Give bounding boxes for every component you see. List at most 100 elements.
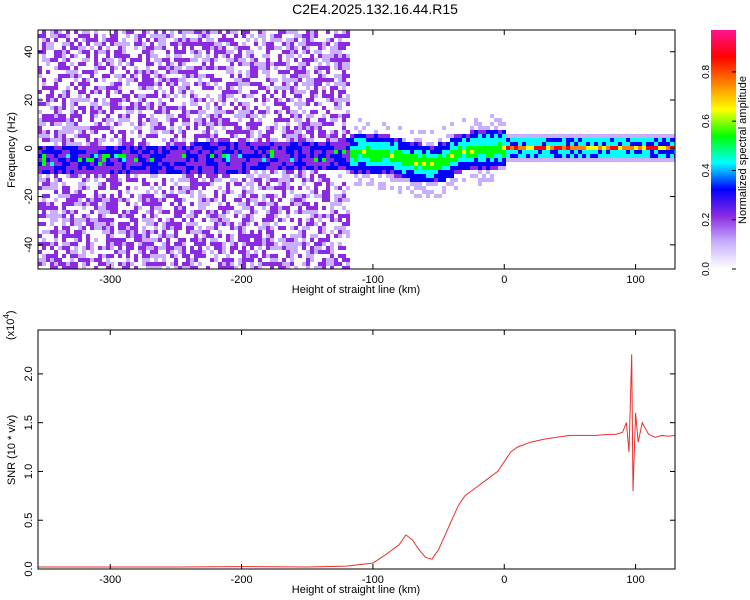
heatmap-cell bbox=[74, 202, 78, 206]
heatmap-cell bbox=[250, 210, 254, 214]
heatmap-cell bbox=[262, 42, 266, 46]
heatmap-cell bbox=[466, 150, 470, 154]
heatmap-cell bbox=[86, 30, 90, 34]
heatmap-cell bbox=[238, 126, 242, 130]
heatmap-cell bbox=[274, 90, 278, 94]
heatmap-cell bbox=[230, 170, 234, 174]
heatmap-cell bbox=[266, 246, 270, 250]
heatmap-cell bbox=[474, 142, 478, 146]
heatmap-cell bbox=[190, 202, 194, 206]
heatmap-cell bbox=[54, 254, 58, 258]
heatmap-cell bbox=[218, 110, 222, 114]
heatmap-cell bbox=[598, 158, 602, 162]
heatmap-cell bbox=[406, 146, 410, 150]
heatmap-cell bbox=[182, 118, 186, 122]
heatmap-cell bbox=[238, 258, 242, 262]
heatmap-cell bbox=[378, 158, 382, 162]
heatmap-cell bbox=[162, 262, 166, 266]
heatmap-cell bbox=[222, 166, 226, 170]
heatmap-cell bbox=[202, 82, 206, 86]
heatmap-cell bbox=[610, 158, 614, 162]
heatmap-cell bbox=[286, 78, 290, 82]
heatmap-cell bbox=[278, 86, 282, 90]
heatmap-cell bbox=[234, 90, 238, 94]
heatmap-cell bbox=[322, 262, 326, 266]
heatmap-cell bbox=[78, 186, 82, 190]
heatmap-cell bbox=[314, 102, 318, 106]
heatmap-cell bbox=[150, 86, 154, 90]
heatmap-cell bbox=[642, 150, 646, 154]
heatmap-cell bbox=[514, 134, 518, 138]
heatmap-cell bbox=[138, 42, 142, 46]
heatmap-cell bbox=[438, 146, 442, 150]
heatmap-cell bbox=[74, 266, 78, 269]
heatmap-cell bbox=[142, 202, 146, 206]
heatmap-cell bbox=[294, 74, 298, 78]
heatmap-cell bbox=[326, 150, 330, 154]
heatmap-cell bbox=[382, 154, 386, 158]
heatmap-cell bbox=[574, 150, 578, 154]
heatmap-cell bbox=[98, 210, 102, 214]
heatmap-cell bbox=[554, 158, 558, 162]
heatmap-cell bbox=[82, 166, 86, 170]
heatmap-cell bbox=[386, 154, 390, 158]
heatmap-cell bbox=[618, 150, 622, 154]
heatmap-cell bbox=[170, 98, 174, 102]
heatmap-cell bbox=[302, 162, 306, 166]
heatmap-cell bbox=[294, 30, 298, 34]
heatmap-cell bbox=[438, 158, 442, 162]
heatmap-cell bbox=[338, 98, 342, 102]
heatmap-cell bbox=[242, 166, 246, 170]
heatmap-cell bbox=[110, 234, 114, 238]
heatmap-cell bbox=[138, 130, 142, 134]
heatmap-cell bbox=[434, 158, 438, 162]
heatmap-cell bbox=[398, 142, 402, 146]
heatmap-cell bbox=[142, 162, 146, 166]
heatmap-cell bbox=[306, 138, 310, 142]
heatmap-cell bbox=[322, 74, 326, 78]
heatmap-cell bbox=[390, 158, 394, 162]
heatmap-cell bbox=[250, 190, 254, 194]
heatmap-cell bbox=[178, 214, 182, 218]
heatmap-cell bbox=[170, 170, 174, 174]
heatmap-cell bbox=[138, 162, 142, 166]
heatmap-cell bbox=[42, 162, 46, 166]
heatmap-cell bbox=[614, 138, 618, 142]
heatmap-cell bbox=[126, 258, 130, 262]
heatmap-cell bbox=[182, 198, 186, 202]
heatmap-cell bbox=[66, 58, 70, 62]
heatmap-cell bbox=[394, 146, 398, 150]
heatmap-cell bbox=[194, 74, 198, 78]
heatmap-cell bbox=[514, 138, 518, 142]
heatmap-cell bbox=[50, 98, 54, 102]
heatmap-cell bbox=[290, 134, 294, 138]
heatmap-cell bbox=[366, 170, 370, 174]
heatmap-cell bbox=[130, 162, 134, 166]
heatmap-cell bbox=[306, 254, 310, 258]
heatmap-cell bbox=[42, 54, 46, 58]
heatmap-cell bbox=[410, 146, 414, 150]
heatmap-cell bbox=[282, 150, 286, 154]
heatmap-cell bbox=[78, 194, 82, 198]
heatmap-cell bbox=[454, 178, 458, 182]
heatmap-cell bbox=[226, 90, 230, 94]
heatmap-cell bbox=[210, 58, 214, 62]
heatmap-cell bbox=[430, 146, 434, 150]
heatmap-cell bbox=[42, 86, 46, 90]
heatmap-cell bbox=[666, 150, 670, 154]
heatmap-cell bbox=[238, 138, 242, 142]
heatmap-cell bbox=[326, 82, 330, 86]
heatmap-cell bbox=[294, 70, 298, 74]
heatmap-cell bbox=[342, 258, 346, 262]
heatmap-cell bbox=[122, 214, 126, 218]
heatmap-cell bbox=[158, 218, 162, 222]
heatmap-cell bbox=[322, 238, 326, 242]
heatmap-cell bbox=[286, 30, 290, 34]
heatmap-cell bbox=[318, 238, 322, 242]
heatmap-cell bbox=[126, 166, 130, 170]
heatmap-cell bbox=[342, 226, 346, 230]
heatmap-cell bbox=[342, 246, 346, 250]
heatmap-cell bbox=[242, 214, 246, 218]
heatmap-cell bbox=[314, 90, 318, 94]
heatmap-cell bbox=[138, 194, 142, 198]
